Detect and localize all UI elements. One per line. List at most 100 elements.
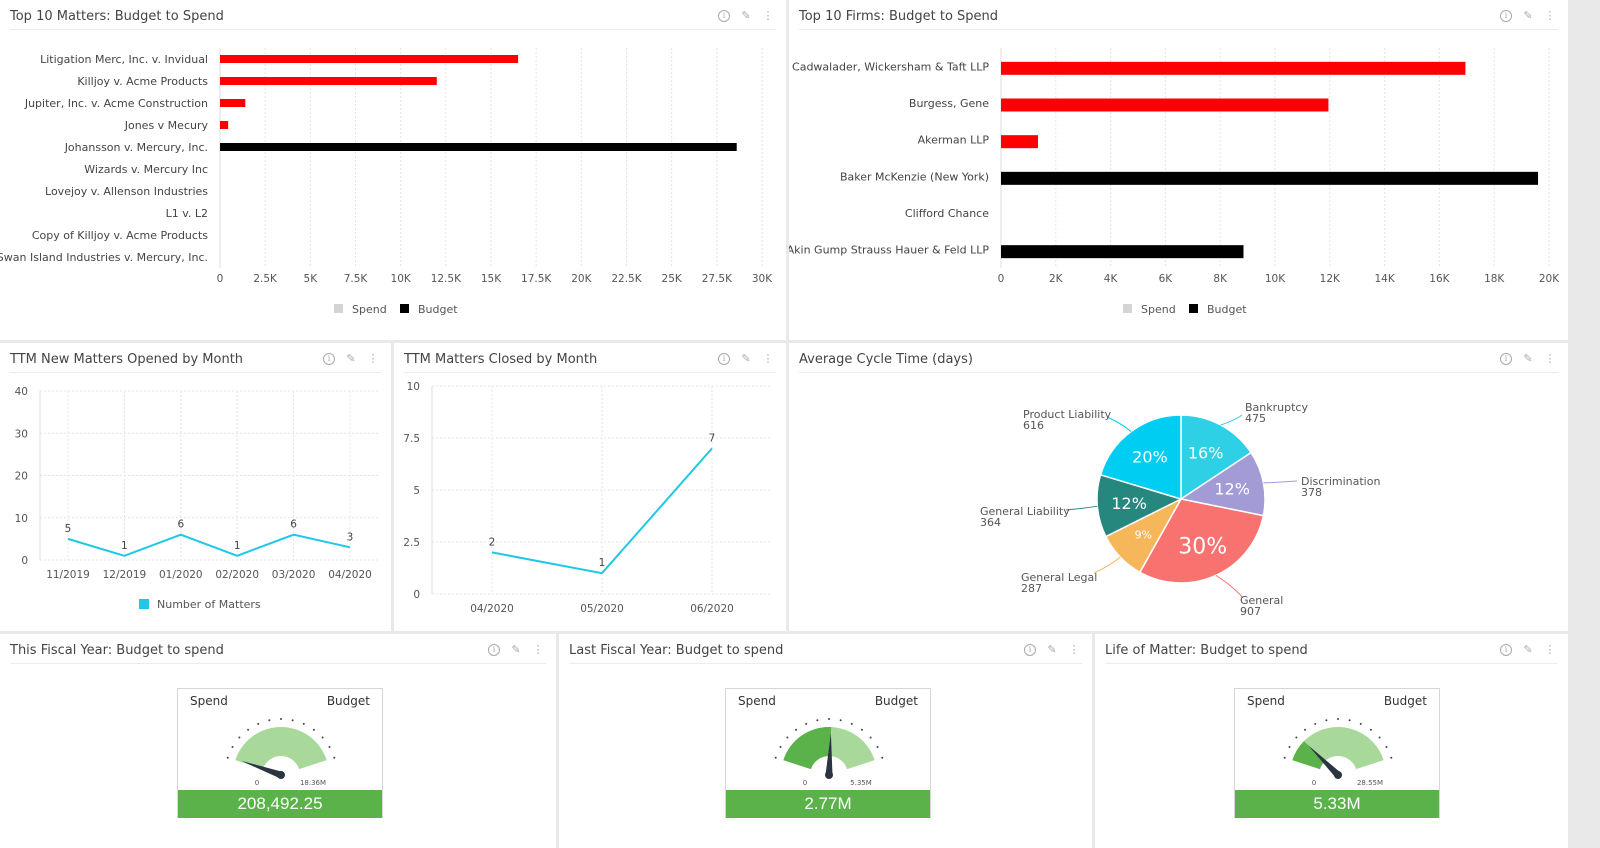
x-tick-label: 12/2019 <box>103 569 147 581</box>
x-tick-label: 0 <box>998 273 1005 285</box>
more-vertical-icon[interactable]: ⋮ <box>367 353 379 365</box>
panel-title: Top 10 Firms: Budget to Spend <box>799 9 999 24</box>
pie-slice-general <box>1138 498 1265 584</box>
x-tick-label: 8K <box>1213 273 1228 285</box>
gauge-max-label: 18.36M <box>300 779 326 787</box>
x-tick-label: 15K <box>481 273 502 285</box>
category-label: Lovejoy v. Allenson Industries <box>45 185 208 198</box>
category-label: Jones v Mecury <box>124 119 209 132</box>
gauge-tick <box>226 756 229 759</box>
panel-title: Average Cycle Time (days) <box>799 352 973 367</box>
series-line <box>67 533 351 557</box>
info-icon[interactable]: i <box>1024 644 1036 656</box>
y-tick-label: 2.5 <box>403 537 420 549</box>
info-icon[interactable]: i <box>488 644 500 656</box>
spend-label: Spend <box>738 694 776 708</box>
info-icon[interactable]: i <box>1500 644 1512 656</box>
x-tick-label: 2K <box>1049 273 1064 285</box>
x-tick-label: 2.5K <box>253 273 278 285</box>
pie-slice-bankruptcy <box>1180 414 1253 501</box>
pencil-icon[interactable]: ✎ <box>1523 353 1533 365</box>
x-tick-label: 12.5K <box>431 273 462 285</box>
category-label: Akerman LLP <box>918 134 990 147</box>
gauge-card: Spend Budget 0 18.36M 208,492.25 <box>177 688 383 818</box>
info-icon[interactable]: i <box>718 10 730 22</box>
budget-label: Budget <box>1383 694 1427 708</box>
slice-pct-label: 20% <box>1132 448 1168 467</box>
pencil-icon[interactable]: ✎ <box>1047 644 1057 656</box>
divider <box>1105 663 1558 664</box>
x-tick-label: 22.5K <box>611 273 642 285</box>
slice-label: Discrimination <box>1301 475 1380 488</box>
more-vertical-icon[interactable]: ⋮ <box>1068 644 1080 656</box>
gauge-min-label: 0 <box>1312 779 1316 787</box>
gauge-spend-band <box>1292 741 1325 770</box>
category-label: Baker McKenzie (New York) <box>840 170 989 183</box>
budget-label: Budget <box>326 694 370 708</box>
gauge-hub <box>825 771 833 779</box>
divider <box>569 663 1082 664</box>
legend-swatch-budget <box>1189 304 1198 313</box>
bar-spend <box>220 77 437 85</box>
more-vertical-icon[interactable]: ⋮ <box>532 644 544 656</box>
slice-label: Product Liability <box>1023 408 1112 421</box>
info-icon[interactable]: i <box>323 353 335 365</box>
pencil-icon[interactable]: ✎ <box>741 353 751 365</box>
x-tick-label: 10K <box>391 273 412 285</box>
gauge-tick <box>1378 736 1381 739</box>
info-icon[interactable]: i <box>1500 10 1512 22</box>
data-label: 2 <box>489 536 496 548</box>
x-tick-label: 06/2020 <box>690 603 734 615</box>
slice-value: 616 <box>1023 419 1044 432</box>
pencil-icon[interactable]: ✎ <box>1523 10 1533 22</box>
more-vertical-icon[interactable]: ⋮ <box>1544 353 1556 365</box>
more-vertical-icon[interactable]: ⋮ <box>1544 644 1556 656</box>
legend-spend: Spend <box>352 303 387 316</box>
gauge-tick <box>876 746 879 748</box>
gauge-tick <box>291 719 294 722</box>
category-label: Johansson v. Mercury, Inc. <box>64 141 208 154</box>
pencil-icon[interactable]: ✎ <box>346 353 356 365</box>
y-tick-label: 7.5 <box>403 433 420 445</box>
gauge-tick <box>333 756 336 759</box>
pencil-icon[interactable]: ✎ <box>741 10 751 22</box>
pencil-icon[interactable]: ✎ <box>511 644 521 656</box>
bar-budget <box>1001 171 1539 185</box>
info-icon[interactable]: i <box>718 353 730 365</box>
info-icon[interactable]: i <box>1500 353 1512 365</box>
gauge-tick <box>1359 722 1362 725</box>
panel-last-fy: Last Fiscal Year: Budget to spend i ✎ ⋮ … <box>559 634 1092 848</box>
panel-title: This Fiscal Year: Budget to spend <box>10 643 224 658</box>
gauge-tick <box>881 756 884 759</box>
category-label: Wizards v. Mercury Inc <box>84 163 208 176</box>
legend-label: Number of Matters <box>157 598 261 611</box>
gauge-max-label: 5.35M <box>850 779 872 787</box>
gauge-tick <box>1283 756 1286 759</box>
panel-title: Last Fiscal Year: Budget to spend <box>569 643 784 658</box>
divider <box>404 372 776 373</box>
gauge-hub <box>277 771 285 779</box>
legend-swatch-budget <box>400 304 409 313</box>
divider <box>799 372 1558 373</box>
more-vertical-icon[interactable]: ⋮ <box>762 353 774 365</box>
data-label: 1 <box>599 557 606 569</box>
panel-actions: i ✎ ⋮ <box>323 353 379 365</box>
pie-slice-general-liability <box>1096 473 1184 538</box>
legend-swatch-spend <box>1123 304 1132 313</box>
more-vertical-icon[interactable]: ⋮ <box>1544 10 1556 22</box>
x-tick-label: 20K <box>571 273 592 285</box>
y-tick-label: 10 <box>15 513 28 525</box>
panel-actions: i ✎ ⋮ <box>1500 10 1556 22</box>
panel-life: Life of Matter: Budget to spend i ✎ ⋮ Sp… <box>1095 634 1568 848</box>
gauge: 0 18.36M <box>226 718 336 787</box>
more-vertical-icon[interactable]: ⋮ <box>762 10 774 22</box>
gauge-tick <box>1304 728 1307 731</box>
gauge-tick <box>839 719 842 722</box>
panel-top-firms: Top 10 Firms: Budget to Spend i ✎ ⋮ 0 2K 4… <box>789 0 1568 340</box>
pencil-icon[interactable]: ✎ <box>1523 644 1533 656</box>
gauge-tick <box>238 736 241 739</box>
gauge-tick <box>1369 728 1372 731</box>
slice-label: General Liability <box>980 505 1070 518</box>
y-tick-label: 40 <box>15 386 28 398</box>
data-label: 1 <box>234 540 241 552</box>
